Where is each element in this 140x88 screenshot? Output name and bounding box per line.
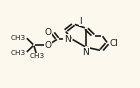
Text: I: I: [79, 17, 82, 26]
Text: CH3: CH3: [29, 53, 45, 59]
Text: O: O: [44, 41, 51, 50]
Text: O: O: [44, 28, 51, 37]
Text: Cl: Cl: [110, 39, 119, 48]
Text: CH3: CH3: [11, 50, 26, 56]
Text: N: N: [82, 48, 89, 57]
Text: CH3: CH3: [11, 35, 26, 41]
Text: N: N: [64, 34, 71, 44]
